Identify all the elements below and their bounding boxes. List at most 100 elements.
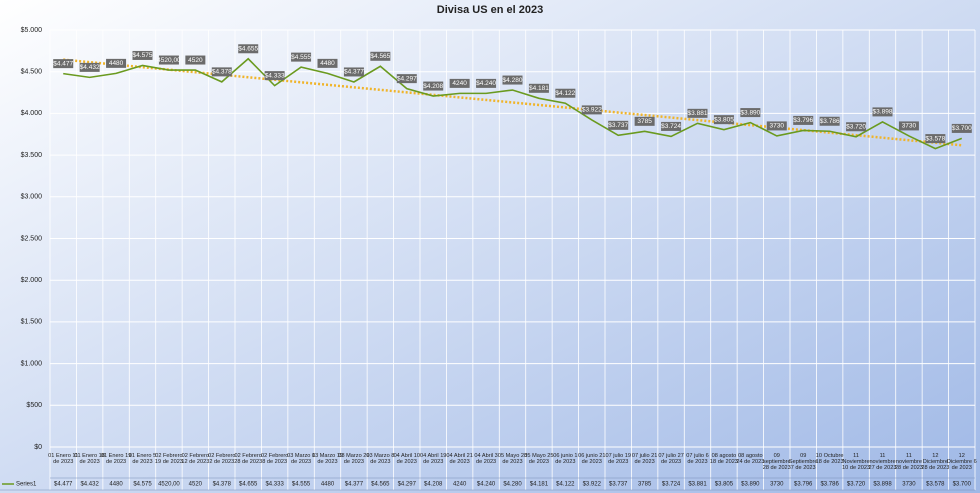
data-label-box (555, 88, 576, 98)
table-value: 3785 (638, 482, 652, 488)
table-value: $4.378 (213, 482, 232, 488)
x-tick-label: 02 Febrero 8 de 2023 (261, 453, 288, 465)
data-label: $4.181 (529, 85, 549, 92)
table-value: $3.890 (741, 482, 760, 488)
table-value: $3.881 (688, 482, 707, 488)
data-label: $3.890 (740, 109, 760, 116)
data-label-box (423, 81, 444, 91)
table-value: $3.796 (794, 482, 813, 488)
data-label: 4480 (109, 60, 124, 67)
data-label: $4.565 (370, 53, 390, 60)
x-tick-label: 12 Diciembre 28 de 2023 (921, 453, 949, 471)
data-label-box (53, 59, 74, 69)
data-label-box (608, 120, 629, 130)
data-label-box (687, 108, 708, 118)
data-label-box (185, 55, 206, 65)
data-label-box (502, 75, 523, 85)
y-tick-label: $4.000 (21, 110, 43, 117)
data-label: $3.898 (873, 109, 893, 116)
table-value: $4.122 (556, 482, 575, 488)
data-label: $4.333 (265, 72, 285, 79)
table-value: $4.432 (80, 482, 99, 488)
data-label-box (158, 55, 179, 65)
x-tick-label: 03 Marzo 8 de 2023 (366, 453, 394, 465)
table-value: $3.578 (926, 482, 945, 488)
y-tick-label: $3.000 (21, 194, 43, 201)
data-label-box (925, 134, 946, 144)
x-tick-label: 07 julio 21 de 2023 (632, 453, 658, 465)
data-label-box (396, 74, 417, 84)
data-label: 3730 (770, 123, 785, 130)
table-value: $3.700 (953, 482, 972, 488)
data-label-box (238, 44, 259, 54)
data-label: 4480 (320, 60, 335, 67)
data-label-box (211, 67, 232, 77)
x-tick-label: 05 Mayo 23 de 2023 (498, 453, 527, 465)
x-tick-label: 04 Abril 19 de 2023 (420, 453, 446, 465)
data-label: $3.796 (793, 117, 813, 124)
data-label: $3.881 (688, 110, 708, 117)
table-value: $4.575 (133, 482, 152, 488)
data-label-box (343, 67, 364, 77)
x-tick-label: 01 Enero 19 de 2023 (101, 453, 131, 465)
x-tick-label: 08 agosto 18 de 2023 (710, 453, 738, 465)
data-label: $3.700 (952, 125, 972, 132)
data-label: $4.208 (423, 83, 443, 90)
data-label: $3.737 (608, 122, 628, 129)
table-value: $3.805 (715, 482, 734, 488)
data-label-box (528, 83, 549, 93)
x-tick-label: 03 Marzo 1 de 2023 (287, 453, 315, 465)
data-label-box (740, 108, 761, 118)
y-tick-label: $2.500 (21, 235, 43, 242)
x-tick-label: 07 julio 27 de 2023 (658, 453, 684, 465)
y-tick-label: $1.000 (21, 360, 43, 367)
x-tick-label: 01 Enero 18 de 2023 (74, 453, 104, 465)
data-label: $4.477 (53, 60, 73, 67)
data-label: 3785 (637, 118, 652, 125)
data-label: $4.377 (344, 69, 364, 76)
data-label: $3.922 (582, 107, 602, 114)
x-tick-label: 02 Febrero 19 de 2023 (155, 453, 183, 465)
data-label-box (713, 115, 734, 125)
x-tick-label: 04 Abril 10 de 2023 (394, 453, 420, 465)
data-label: 4240 (452, 80, 467, 87)
y-tick-label: $5.000 (21, 27, 43, 34)
data-label-box (846, 122, 867, 132)
x-tick-label: 06 junio 21 de 2023 (578, 453, 605, 465)
data-label-box (793, 115, 814, 125)
table-value: 3730 (902, 482, 916, 488)
y-tick-label: $2.000 (21, 277, 43, 284)
table-value: $4.208 (424, 482, 443, 488)
data-label-box (581, 105, 602, 115)
data-label-box (476, 78, 497, 88)
y-tick-label: $1.500 (21, 319, 43, 326)
data-label-box (291, 52, 312, 62)
x-tick-label: 03 Marzo 19 de 2023 (312, 453, 343, 465)
x-tick-label: 11 noviembre 27 de 2023 (869, 453, 897, 471)
x-tick-label: 02 Febrero 12 de 2023 (181, 453, 209, 465)
legend-label: Series1 (16, 482, 37, 488)
table-value: $4.333 (265, 482, 284, 488)
table-value: $4.377 (345, 482, 364, 488)
data-label-box (661, 121, 682, 131)
data-label: $3.720 (846, 123, 866, 130)
data-label-box (766, 121, 787, 131)
data-label-box (449, 78, 470, 88)
x-tick-label: 02 Febrero 28 de 2023 (234, 453, 262, 465)
data-label: 4520,00 (157, 57, 181, 64)
x-tick-label: 03 Marzo 29 de 2023 (338, 453, 369, 465)
x-tick-label: 08 agosto 24 de 2023 (736, 453, 764, 465)
data-label-box (264, 71, 285, 81)
data-label-box (951, 123, 972, 133)
data-label: $4.280 (503, 77, 523, 84)
data-label-box (370, 51, 391, 61)
data-label-box (898, 121, 919, 131)
table-value: 4520 (189, 482, 203, 488)
x-tick-label: 01 Enero 11 de 2023 (48, 453, 78, 465)
y-tick-label: $500 (26, 402, 42, 409)
data-label: $3.786 (820, 118, 840, 125)
data-label: $4.297 (397, 75, 417, 82)
